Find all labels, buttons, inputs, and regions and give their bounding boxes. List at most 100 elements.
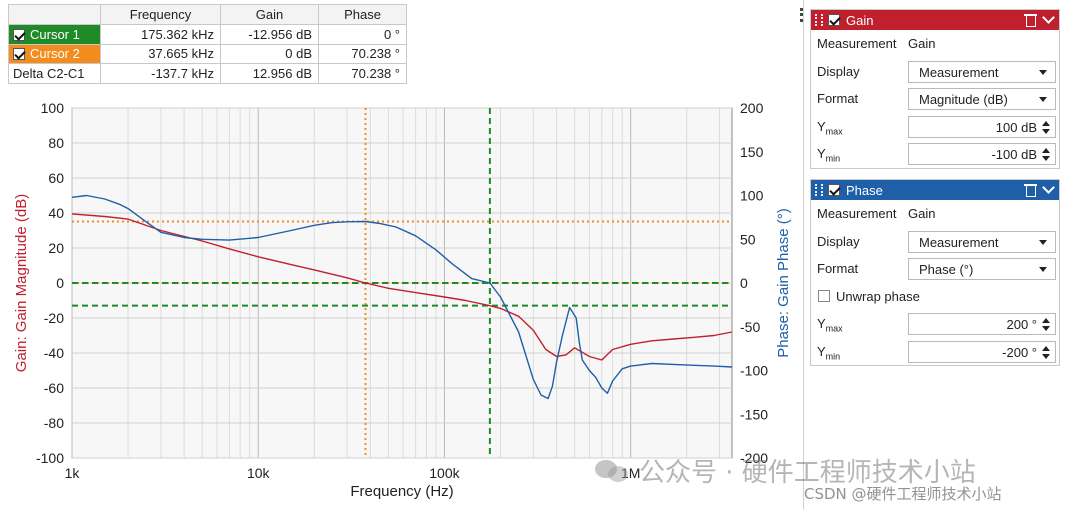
- gain-ymax-value[interactable]: 100 dB: [995, 119, 1037, 135]
- cursor-row-2[interactable]: Cursor 2 37.665 kHz 0 dB 70.238 °: [8, 43, 407, 64]
- chevron-down-icon[interactable]: [1042, 11, 1055, 24]
- phase-ymax-label-main: Y: [817, 316, 826, 331]
- phase-measurement-row: Measurement Gain: [811, 200, 1059, 228]
- y-right-tick-label: -150: [740, 406, 768, 422]
- chevron-down-icon[interactable]: [1042, 181, 1055, 194]
- phase-format-row: Format Phase (°): [811, 255, 1059, 283]
- axis-labels: 100806040200-20-40-60-80-100200150100500…: [36, 100, 768, 481]
- phase-ymax-label-sub: max: [825, 323, 843, 334]
- gain-ymin-spinner[interactable]: -100 dB: [908, 143, 1056, 165]
- y-left-tick-label: 20: [48, 240, 64, 256]
- gain-format-row: Format Magnitude (dB): [811, 85, 1059, 113]
- trash-icon[interactable]: [1024, 13, 1037, 27]
- cursor-table: Frequency Gain Phase Cursor 1 175.362 kH…: [8, 4, 407, 84]
- y-left-tick-label: 40: [48, 205, 64, 221]
- y-right-tick-label: 200: [740, 100, 764, 116]
- phase-panel-title: Phase: [846, 182, 883, 198]
- cursor-1-frequency: 175.362 kHz: [100, 24, 221, 45]
- gain-measurement-label: Measurement: [817, 36, 897, 51]
- phase-ymax-label: Ymax: [817, 316, 843, 334]
- phase-ymax-value[interactable]: 200 °: [1006, 317, 1037, 332]
- cursor-1-gain: -12.956 dB: [220, 24, 319, 45]
- gain-measurement-row: Measurement Gain: [811, 30, 1059, 58]
- csdn-watermark: CSDN @硬件工程师技术小站: [804, 485, 1002, 503]
- phase-panel-header[interactable]: Phase: [811, 180, 1059, 200]
- y-left-tick-label: 60: [48, 170, 64, 186]
- gain-ymax-row: Ymax 100 dB: [811, 113, 1059, 141]
- unwrap-phase-checkbox[interactable]: [818, 289, 830, 302]
- pane-divider[interactable]: [803, 0, 804, 510]
- cursor-1-checkbox[interactable]: [13, 28, 25, 41]
- phase-display-select[interactable]: Measurement: [908, 230, 1056, 253]
- cursor-1-name-cell[interactable]: Cursor 1: [8, 24, 101, 45]
- gain-ymax-spinner[interactable]: 100 dB: [908, 115, 1056, 138]
- series-group: [71, 194, 733, 400]
- gain-panel-title: Gain: [846, 12, 874, 28]
- phase-display-row: Display Measurement: [811, 228, 1059, 256]
- gain-ymin-value[interactable]: -100 dB: [991, 147, 1037, 162]
- watermark-text: 公众号 · 硬件工程师技术小站: [639, 458, 976, 488]
- spinner-arrows-icon[interactable]: [1042, 345, 1050, 359]
- drag-handle-icon[interactable]: [815, 184, 823, 196]
- gain-format-select[interactable]: Magnitude (dB): [908, 88, 1056, 110]
- bode-plot[interactable]: 100806040200-20-40-60-80-100200150100500…: [0, 92, 800, 502]
- phase-ymin-spinner[interactable]: -200 °: [908, 340, 1056, 363]
- phase-format-select[interactable]: Phase (°): [908, 258, 1056, 280]
- phase-format-label: Format: [817, 261, 859, 276]
- phase-measurement-label: Measurement: [817, 206, 897, 221]
- gain-ymin-label: Ymin: [817, 146, 840, 164]
- y-right-tick-label: -100: [740, 363, 768, 379]
- gain-visible-checkbox[interactable]: [828, 14, 840, 26]
- drag-handle-icon[interactable]: [815, 14, 823, 26]
- y-axis-right-title: Phase: Gain Phase (°): [775, 208, 792, 357]
- y-left-tick-label: -20: [44, 310, 64, 326]
- y-left-tick-label: -40: [44, 345, 64, 361]
- trash-icon[interactable]: [1024, 183, 1037, 197]
- y-right-tick-label: 100: [740, 188, 764, 204]
- x-tick-label: 1M: [621, 465, 640, 481]
- cursor-2-name: Cursor 2: [30, 46, 80, 62]
- unwrap-phase-row[interactable]: Unwrap phase: [811, 283, 1059, 311]
- phase-ymin-label-sub: min: [825, 351, 841, 362]
- gain-display-select[interactable]: Measurement: [908, 60, 1056, 83]
- spinner-arrows-icon[interactable]: [1042, 148, 1050, 161]
- y-left-tick-label: 80: [48, 135, 64, 151]
- spinner-arrows-icon[interactable]: [1042, 318, 1050, 331]
- gain-format-label: Format: [817, 91, 859, 106]
- cursor-2-gain: 0 dB: [220, 43, 319, 64]
- cursor-table-header: Frequency Gain Phase: [8, 4, 407, 25]
- y-right-tick-label: 50: [740, 231, 756, 247]
- unwrap-phase-label[interactable]: Unwrap phase: [836, 288, 920, 304]
- phase-series-line: [71, 194, 733, 400]
- delta-name: Delta C2-C1: [8, 63, 101, 84]
- gain-panel-header[interactable]: Gain: [811, 10, 1059, 30]
- y-axis-left-title: Gain: Gain Magnitude (dB): [13, 194, 30, 372]
- y-left-tick-label: 0: [56, 275, 64, 291]
- header-frequency: Frequency: [100, 4, 221, 25]
- phase-ymin-value[interactable]: -200 °: [1002, 344, 1037, 360]
- cursor-2-name-cell[interactable]: Cursor 2: [8, 43, 101, 64]
- gain-ymin-label-sub: min: [825, 153, 841, 164]
- y-left-tick-label: -100: [36, 450, 64, 466]
- gain-measurement-value: Gain: [908, 36, 936, 51]
- splitter-grip-icon[interactable]: [800, 8, 803, 22]
- cursor-2-frequency: 37.665 kHz: [100, 43, 221, 64]
- phase-visible-checkbox[interactable]: [828, 184, 840, 196]
- gain-ymin-row: Ymin -100 dB: [811, 140, 1059, 168]
- cursor-2-checkbox[interactable]: [13, 48, 25, 61]
- delta-phase: 70.238 °: [318, 63, 407, 84]
- spinner-arrows-icon[interactable]: [1042, 120, 1050, 134]
- x-axis-title: Frequency (Hz): [350, 483, 453, 500]
- gain-panel: Gain Measurement Gain Display Measuremen…: [810, 9, 1060, 169]
- delta-frequency: -137.7 kHz: [100, 63, 221, 84]
- gain-display-label: Display: [817, 63, 860, 79]
- phase-panel: Phase Measurement Gain Display Measureme…: [810, 179, 1060, 366]
- cursor-1-phase: 0 °: [318, 24, 407, 45]
- cursor-1-name: Cursor 1: [30, 26, 80, 42]
- phase-ymax-spinner[interactable]: 200 °: [908, 313, 1056, 335]
- y-right-tick-label: 150: [740, 144, 764, 160]
- phase-ymin-label: Ymin: [817, 344, 840, 362]
- gain-series-line: [71, 213, 733, 361]
- cursor-row-1[interactable]: Cursor 1 175.362 kHz -12.956 dB 0 °: [8, 24, 407, 45]
- gain-ymax-label: Ymax: [817, 119, 843, 137]
